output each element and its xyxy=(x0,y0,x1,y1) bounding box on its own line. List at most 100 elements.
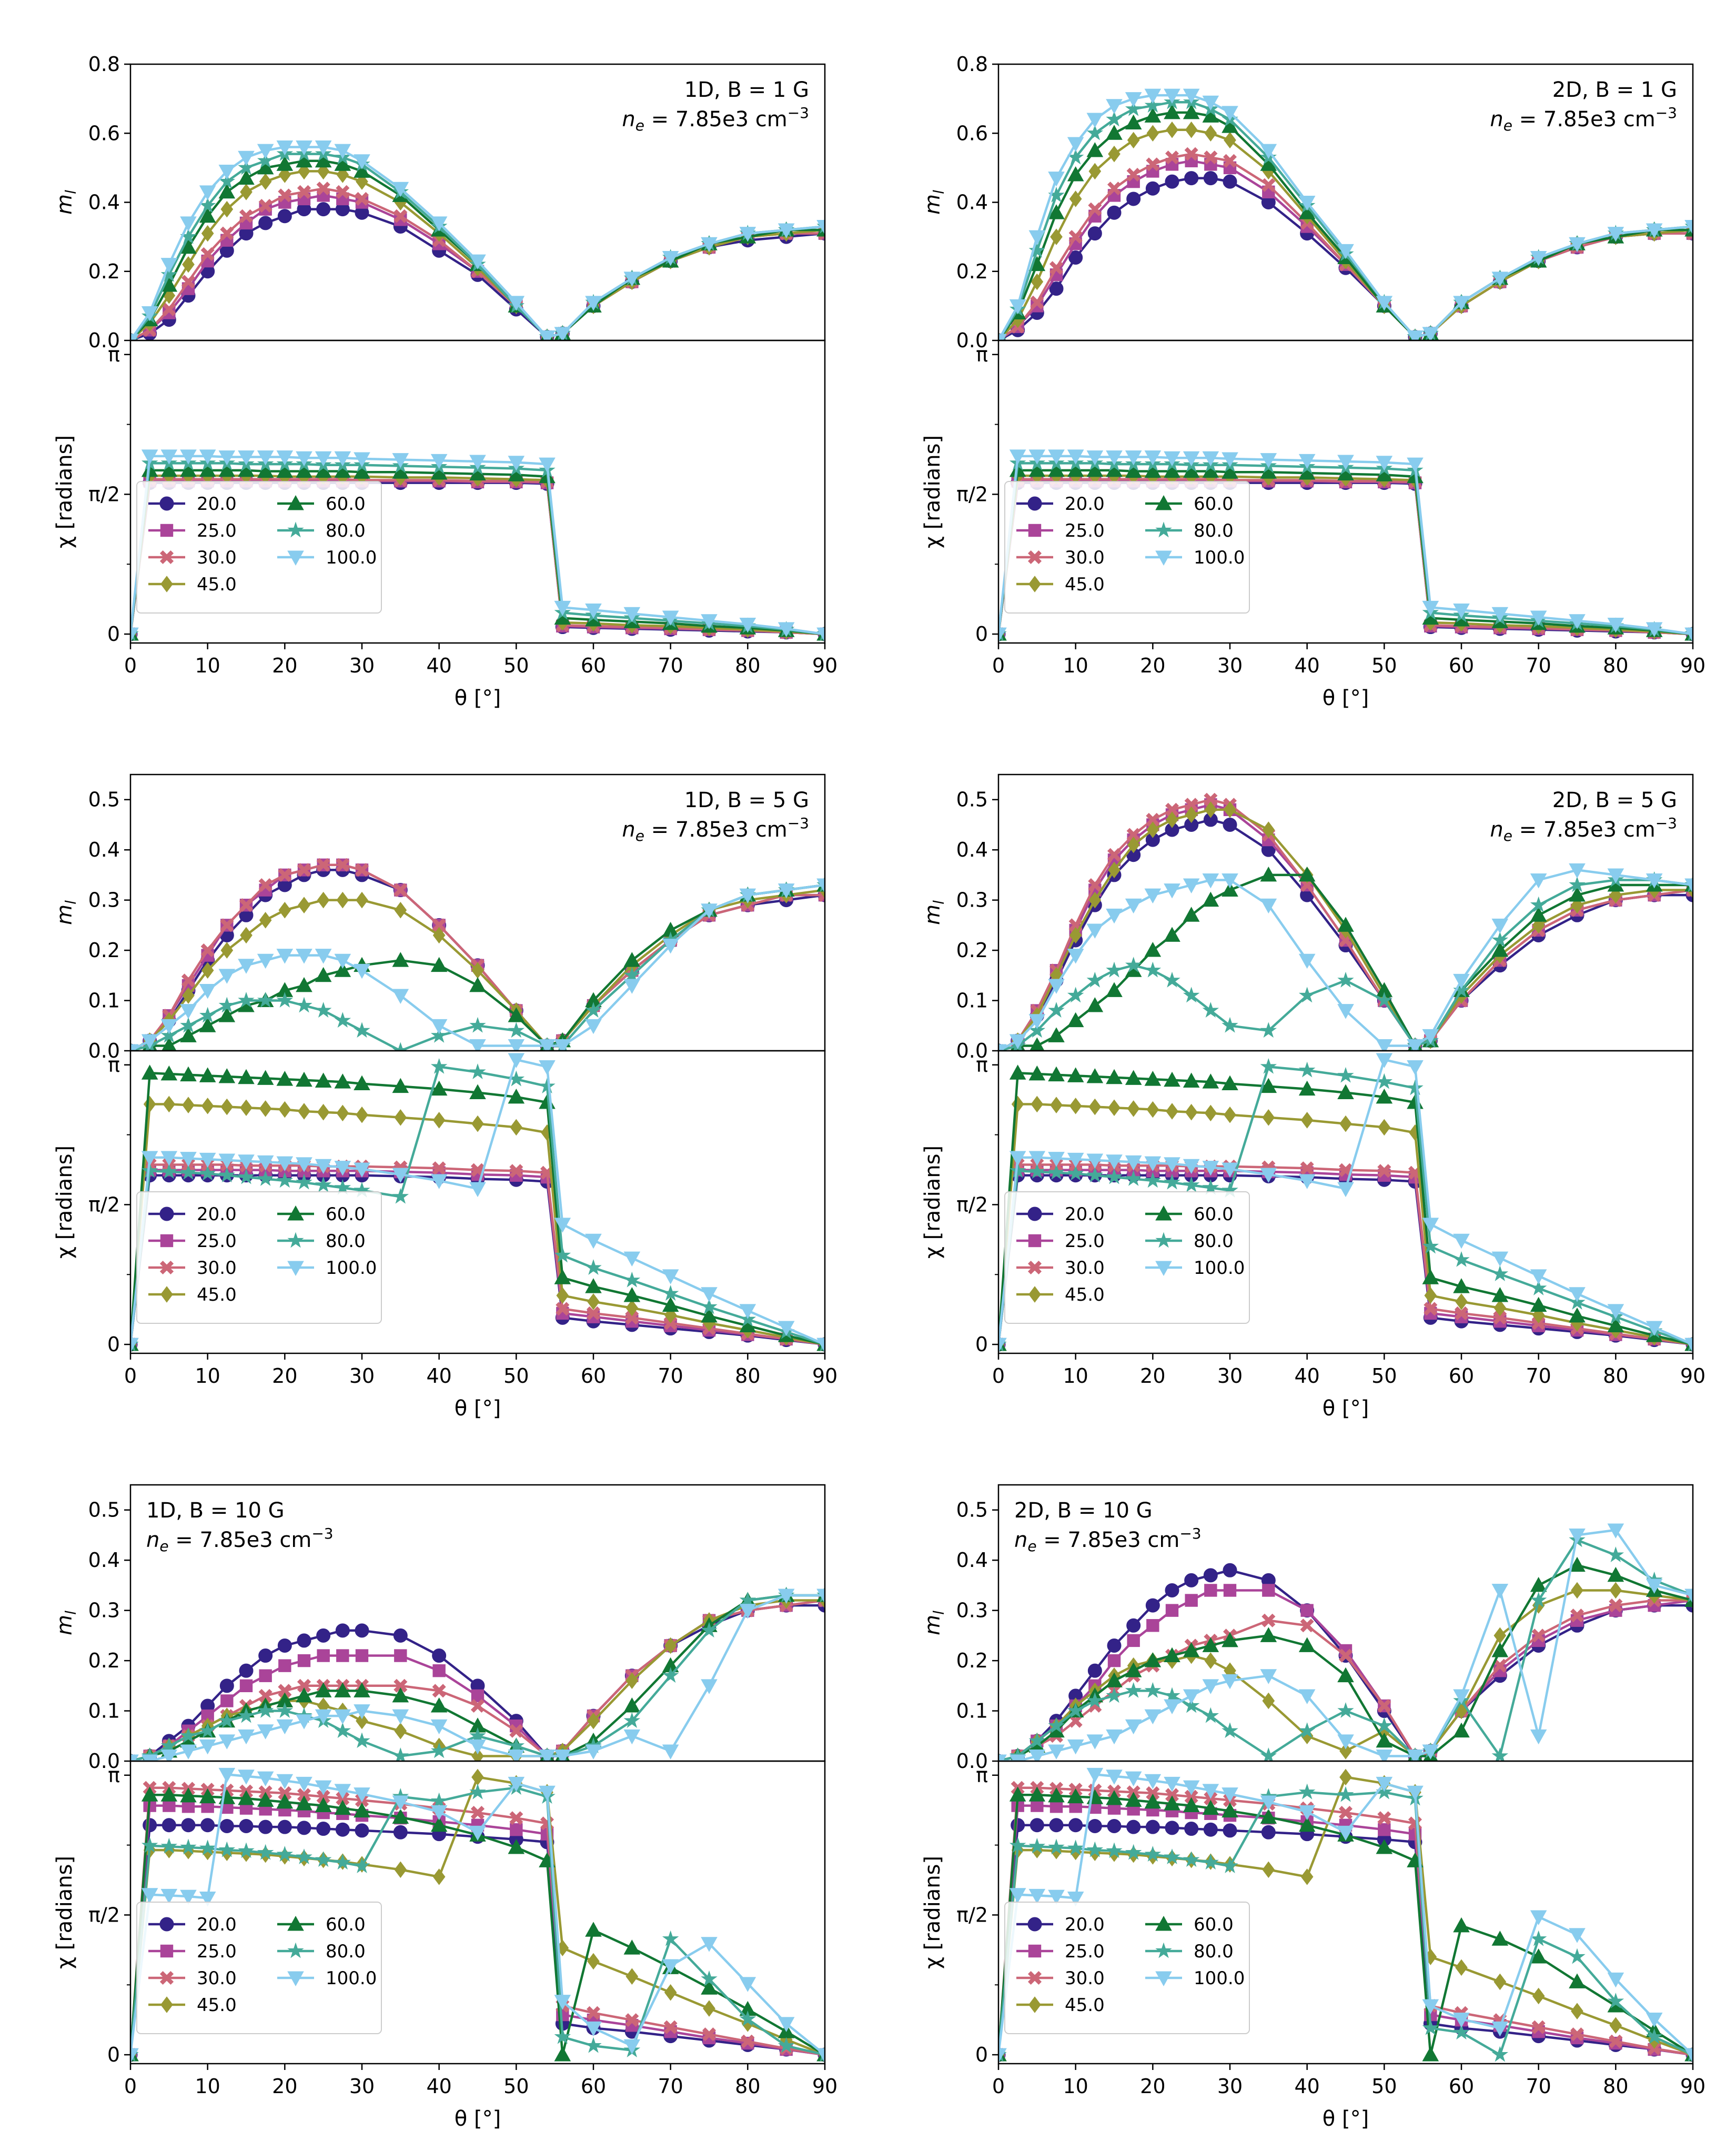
y-tick-label: 0.6 xyxy=(88,122,120,145)
y-tick-label: 0 xyxy=(975,622,988,646)
data-point-20.0 xyxy=(355,1823,369,1838)
data-point-60.0 xyxy=(1048,1066,1065,1082)
data-point-45.0 xyxy=(1300,1868,1314,1885)
y-tick-label: 0.0 xyxy=(956,1750,988,1773)
x-tick-label: 50 xyxy=(503,1364,529,1388)
data-point-30.0 xyxy=(586,2006,601,2020)
data-point-60.0 xyxy=(1422,1269,1439,1284)
data-point-80.0 xyxy=(392,1747,409,1761)
annotation-title: 1D, B = 10 G xyxy=(146,1499,285,1523)
data-point-45.0 xyxy=(432,1112,446,1129)
data-point-60.0 xyxy=(160,461,178,477)
x-tick-label: 0 xyxy=(992,2075,1005,2098)
y-tick-label: π xyxy=(976,1053,988,1077)
data-point-60.0 xyxy=(1222,1802,1238,1818)
data-point-45.0 xyxy=(703,2000,715,2017)
data-point-45.0 xyxy=(336,1104,349,1122)
data-point-100.0 xyxy=(430,216,448,232)
legend-marker-60.0 xyxy=(1155,1916,1172,1931)
data-point-20.0 xyxy=(219,1818,234,1833)
data-point-60.0 xyxy=(1569,1973,1586,1988)
data-point-45.0 xyxy=(1378,1119,1391,1136)
data-point-100.0 xyxy=(257,144,274,159)
data-point-60.0 xyxy=(1222,464,1238,479)
data-point-25.0 xyxy=(336,1649,349,1662)
data-point-80.0 xyxy=(392,1188,409,1204)
data-point-100.0 xyxy=(1337,1825,1354,1841)
data-point-30.0 xyxy=(278,188,292,203)
data-point-20.0 xyxy=(297,1633,311,1648)
data-point-80.0 xyxy=(1086,1692,1104,1708)
annotation-title: 2D, B = 5 G xyxy=(1552,788,1677,812)
data-point-45.0 xyxy=(394,1722,407,1740)
panel-1-bottom: 0 π/2 π χ [radians] 0 10 20 30 40 50 60 70 80 90 θ [°] xyxy=(921,339,1705,710)
data-point-30.0 xyxy=(278,1684,292,1698)
data-point-60.0 xyxy=(276,463,294,478)
data-point-60.0 xyxy=(1422,2046,1439,2062)
legend-entry-60.0: 60.0 xyxy=(277,1204,366,1225)
data-point-25.0 xyxy=(394,1649,407,1662)
data-point-60.0 xyxy=(180,1066,197,1082)
legend-marker-20.0 xyxy=(159,496,174,511)
x-tick-label: 80 xyxy=(1603,2075,1628,2098)
x-tick-label: 90 xyxy=(1680,2075,1705,2098)
legend-label: 30.0 xyxy=(1065,547,1105,568)
data-point-100.0 xyxy=(276,949,294,964)
data-point-60.0 xyxy=(1144,1652,1162,1667)
legend-marker-25.0 xyxy=(1028,524,1042,537)
legend-marker-100.0 xyxy=(1155,550,1172,566)
data-point-60.0 xyxy=(508,1088,525,1104)
data-point-30.0 xyxy=(1068,230,1083,244)
data-point-20.0 xyxy=(258,216,273,230)
annotation-title: 1D, B = 5 G xyxy=(684,788,809,812)
legend-marker-60.0 xyxy=(1155,495,1172,510)
data-point-100.0 xyxy=(469,1825,486,1841)
data-point-20.0 xyxy=(1049,282,1064,296)
data-point-60.0 xyxy=(180,461,197,477)
data-point-100.0 xyxy=(554,327,571,340)
data-point-100.0 xyxy=(554,1218,571,1233)
data-point-80.0 xyxy=(701,1298,718,1314)
x-tick-label: 40 xyxy=(426,1364,451,1388)
data-point-20.0 xyxy=(1107,205,1122,220)
data-point-100.0 xyxy=(623,272,641,287)
data-point-45.0 xyxy=(1050,228,1063,245)
data-point-80.0 xyxy=(1183,1697,1200,1713)
data-point-100.0 xyxy=(1260,1795,1277,1811)
data-point-100.0 xyxy=(554,1749,571,1761)
data-point-100.0 xyxy=(315,1159,332,1174)
data-point-100.0 xyxy=(430,1805,448,1821)
data-point-100.0 xyxy=(1407,457,1424,473)
data-point-100.0 xyxy=(1453,1689,1470,1704)
data-point-60.0 xyxy=(1260,1808,1277,1824)
data-point-100.0 xyxy=(1086,1734,1104,1750)
legend-marker-100.0 xyxy=(287,550,304,566)
data-point-60.0 xyxy=(1202,1800,1219,1815)
data-point-80.0 xyxy=(1337,1067,1354,1083)
data-point-80.0 xyxy=(238,159,255,175)
data-point-100.0 xyxy=(180,1004,197,1019)
data-point-80.0 xyxy=(1048,1164,1065,1180)
data-point-100.0 xyxy=(739,1304,756,1319)
y-tick-label: 0.3 xyxy=(956,889,988,912)
data-point-100.0 xyxy=(1298,1805,1316,1821)
legend-entry-20.0: 20.0 xyxy=(148,1204,237,1225)
legend-entry-60.0: 60.0 xyxy=(1145,1204,1234,1225)
data-point-20.0 xyxy=(432,1648,447,1663)
x-tick-label: 60 xyxy=(1449,2075,1474,2098)
data-point-100.0 xyxy=(1646,2012,1663,2028)
data-point-60.0 xyxy=(1048,1027,1065,1042)
data-point-30.0 xyxy=(1204,792,1218,807)
data-point-45.0 xyxy=(664,1984,677,2001)
data-point-20.0 xyxy=(1223,174,1237,189)
y-axis-label: ml xyxy=(921,900,947,925)
x-tick-label: 10 xyxy=(195,2075,220,2098)
data-point-45.0 xyxy=(1224,132,1236,149)
data-point-100.0 xyxy=(1125,92,1142,107)
x-tick-label: 80 xyxy=(1603,654,1628,677)
data-point-80.0 xyxy=(1222,1857,1238,1873)
data-point-45.0 xyxy=(1146,821,1159,838)
legend-label: 80.0 xyxy=(1194,1231,1234,1252)
data-point-30.0 xyxy=(663,2020,678,2034)
data-point-25.0 xyxy=(471,1689,485,1703)
